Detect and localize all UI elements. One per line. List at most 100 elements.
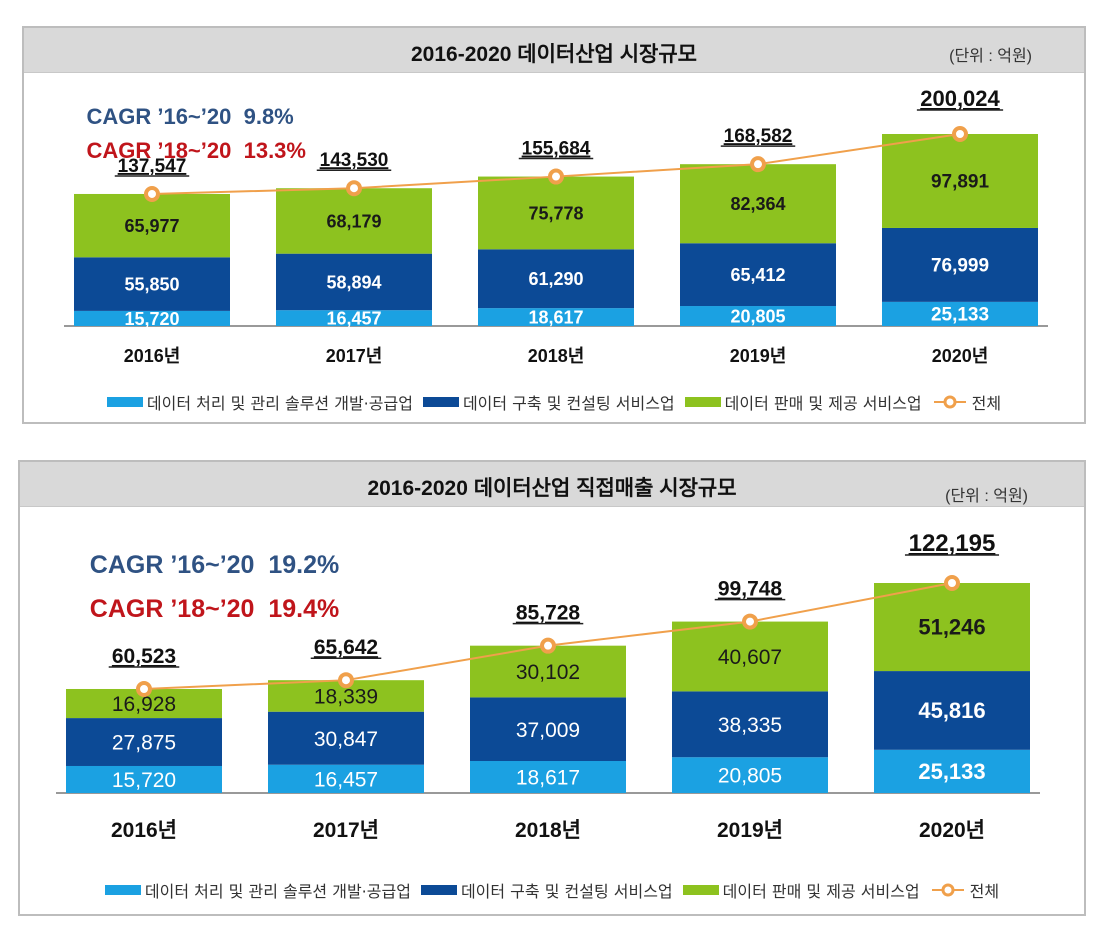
data-label: 97,891 xyxy=(931,171,990,192)
legend-label: 전체 xyxy=(969,882,1000,901)
cagr-value: 9.8% xyxy=(243,104,294,129)
data-label: 82,364 xyxy=(730,194,785,214)
bar-segment-1 xyxy=(470,761,626,793)
bar-segment-1 xyxy=(268,764,424,793)
total-label: 200,024 xyxy=(920,86,1000,111)
legend-swatch-icon xyxy=(682,885,719,895)
x-tick-label: 2017년 xyxy=(326,346,383,366)
cagr-short-term: CAGR ’18~’20 19.4% xyxy=(62,566,339,653)
bar-segment-1 xyxy=(74,310,230,326)
x-tick-label: 2016년 xyxy=(111,819,177,842)
data-label: 65,977 xyxy=(124,216,179,236)
bar-segment-2 xyxy=(470,697,626,762)
data-label: 61,290 xyxy=(528,269,583,289)
x-tick-label: 2020년 xyxy=(919,819,985,842)
chart-title: 2016-2020 데이터산업 직접매출 시장규모 xyxy=(367,477,737,500)
legend-label: 데이터 구축 및 컨설팅 서비스업 xyxy=(462,394,675,413)
x-tick-label: 2016년 xyxy=(124,346,181,366)
bar-segment-1 xyxy=(276,310,432,326)
legend-item-consulting: 데이터 구축 및 컨설팅 서비스업 xyxy=(420,878,673,902)
total-point xyxy=(952,126,968,142)
data-label: 37,009 xyxy=(516,719,580,742)
data-label: 58,894 xyxy=(326,272,381,292)
bar-segment-1 xyxy=(478,308,634,326)
bar-segment-1 xyxy=(66,765,222,793)
legend-item-total: 전체 xyxy=(932,390,1001,414)
cagr-label: CAGR ’18~’20 xyxy=(89,595,255,623)
bar-segment-3 xyxy=(874,583,1030,672)
bar-segment-3 xyxy=(882,134,1038,228)
total-point xyxy=(136,680,152,697)
bar-segment-2 xyxy=(268,711,424,765)
data-label: 30,847 xyxy=(314,728,378,751)
legend-line-marker-icon xyxy=(933,395,966,409)
legend-label: 데이터 판매 및 제공 서비스업 xyxy=(724,394,922,413)
chart-legend: 데이터 처리 및 관리 솔루션 개발·공급업 데이터 구축 및 컨설팅 서비스업… xyxy=(20,878,1084,902)
legend-item-total: 전체 xyxy=(930,878,999,902)
total-label: 60,523 xyxy=(112,645,176,668)
bar-segment-2 xyxy=(478,249,634,309)
total-label: 155,684 xyxy=(522,139,591,160)
total-point xyxy=(742,613,758,630)
total-label: 122,195 xyxy=(909,530,996,557)
data-label: 15,720 xyxy=(124,309,179,329)
legend-swatch-icon xyxy=(104,885,141,895)
chart-legend: 데이터 처리 및 관리 솔루션 개발·공급업 데이터 구축 및 컨설팅 서비스업… xyxy=(24,390,1084,414)
bar-segment-3 xyxy=(276,188,432,254)
bar-segment-3 xyxy=(672,621,828,692)
chart-panel-direct-sales: 2016-2020 데이터산업 직접매출 시장규모 (단위 : 억원) CAGR… xyxy=(18,460,1086,916)
cagr-long-term: CAGR ’16~’20 19.2% xyxy=(62,522,339,609)
chart-panel-market-size: 2016-2020 데이터산업 시장규모 (단위 : 억원) CAGR ’16~… xyxy=(22,26,1086,424)
bar-segment-1 xyxy=(882,301,1038,326)
data-label: 18,617 xyxy=(528,308,583,328)
cagr-label: CAGR ’18~’20 xyxy=(86,138,232,163)
bar-segment-2 xyxy=(66,718,222,766)
bar-segment-2 xyxy=(672,691,828,758)
total-label: 137,547 xyxy=(118,156,187,177)
total-point xyxy=(346,180,362,197)
panel-header: 2016-2020 데이터산업 시장규모 (단위 : 억원) xyxy=(24,28,1084,73)
data-label: 18,339 xyxy=(314,686,378,709)
data-label: 55,850 xyxy=(124,275,179,295)
total-point xyxy=(338,672,354,689)
data-label: 16,928 xyxy=(112,693,176,716)
total-point xyxy=(750,156,766,173)
x-tick-label: 2019년 xyxy=(717,819,783,842)
data-label: 25,133 xyxy=(931,304,989,325)
bar-segment-1 xyxy=(874,749,1030,793)
data-label: 27,875 xyxy=(112,732,176,755)
total-label: 168,582 xyxy=(724,126,793,147)
legend-line-marker-icon xyxy=(931,883,964,897)
x-tick-label: 2018년 xyxy=(515,819,581,842)
cagr-value: 13.3% xyxy=(243,138,306,163)
legend-swatch-icon xyxy=(106,397,143,407)
legend-label: 전체 xyxy=(971,394,1002,413)
data-label: 20,805 xyxy=(718,765,782,788)
data-label: 18,617 xyxy=(516,767,580,790)
bar-segment-1 xyxy=(672,757,828,793)
data-label: 76,999 xyxy=(931,255,989,276)
legend-item-solution: 데이터 처리 및 관리 솔루션 개발·공급업 xyxy=(106,390,413,414)
stacked-bar-chart: 15,720 55,850 65,977 2016년 16,457 58,894 68,17… xyxy=(64,86,1048,366)
data-label: 30,102 xyxy=(516,661,580,684)
legend-swatch-icon xyxy=(420,885,457,895)
bar-segment-2 xyxy=(276,253,432,311)
total-point xyxy=(540,637,556,654)
data-label: 16,457 xyxy=(314,768,378,791)
legend-label: 데이터 판매 및 제공 서비스업 xyxy=(722,882,920,901)
legend-item-consulting: 데이터 구축 및 컨설팅 서비스업 xyxy=(422,390,675,414)
legend-swatch-icon xyxy=(684,397,721,407)
legend-label: 데이터 처리 및 관리 솔루션 개발·공급업 xyxy=(144,882,411,901)
x-tick-label: 2019년 xyxy=(730,346,787,366)
chart-title: 2016-2020 데이터산업 시장규모 xyxy=(411,43,697,66)
legend-item-solution: 데이터 처리 및 관리 솔루션 개발·공급업 xyxy=(104,878,411,902)
cagr-value: 19.2% xyxy=(268,551,340,579)
panel-header: 2016-2020 데이터산업 직접매출 시장규모 (단위 : 억원) xyxy=(20,462,1084,507)
data-label: 38,335 xyxy=(718,714,782,737)
bar-segment-2 xyxy=(680,243,836,307)
x-tick-label: 2018년 xyxy=(528,346,585,366)
data-label: 45,816 xyxy=(918,698,985,723)
total-point xyxy=(548,168,564,185)
legend-item-sales: 데이터 판매 및 제공 서비스업 xyxy=(684,390,922,414)
data-label: 51,246 xyxy=(918,615,985,640)
